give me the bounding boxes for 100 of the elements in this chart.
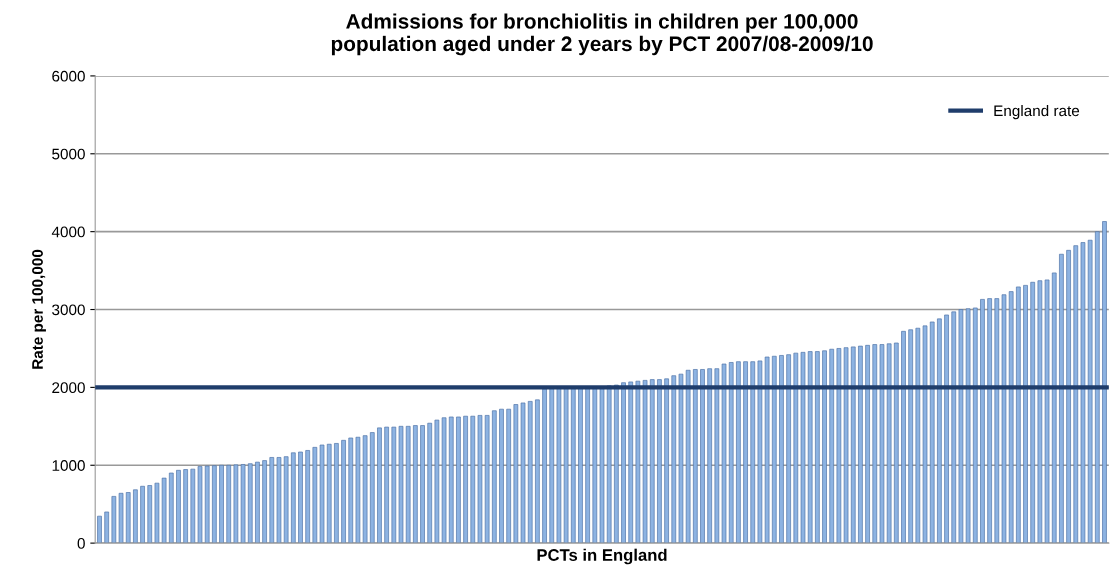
y-tick-label: 6000	[52, 70, 85, 82]
bar	[736, 361, 741, 544]
bar	[420, 425, 425, 544]
bar	[879, 344, 885, 544]
bar	[1008, 291, 1014, 544]
y-axis-title: Rate per 100,000	[32, 249, 46, 369]
bar	[714, 368, 720, 544]
bar	[671, 375, 677, 544]
bar	[707, 368, 712, 544]
bar	[858, 345, 863, 544]
bar	[341, 439, 346, 544]
bar	[929, 321, 935, 544]
chart-title: Admissions for bronchiolitis in children per 100,000 population aged under 2 years by PCT 2007/08-2009/10	[331, 13, 873, 56]
bar	[535, 399, 540, 544]
bar	[542, 388, 547, 544]
bar	[743, 361, 748, 544]
bar	[291, 452, 296, 544]
bar	[413, 425, 418, 544]
bar	[118, 492, 124, 544]
bar	[685, 369, 691, 544]
bar	[922, 325, 928, 544]
bar	[140, 485, 145, 544]
bar	[427, 422, 433, 544]
bar	[599, 386, 605, 544]
bar	[168, 472, 174, 544]
bar	[262, 460, 267, 544]
bar	[822, 350, 827, 544]
bar	[1016, 286, 1021, 544]
bar	[212, 465, 217, 544]
bar	[219, 464, 224, 544]
bar	[104, 511, 110, 544]
bar	[779, 355, 784, 544]
bar	[815, 351, 820, 544]
bar	[980, 299, 985, 544]
bar	[915, 327, 921, 544]
bar	[937, 318, 942, 544]
bar	[893, 342, 899, 544]
bar	[527, 401, 533, 544]
bar	[477, 415, 483, 544]
bar	[678, 373, 684, 544]
bar	[1102, 221, 1107, 544]
bar	[850, 346, 856, 544]
bar	[886, 343, 892, 544]
bar	[793, 352, 799, 544]
bar	[728, 362, 734, 544]
bar	[348, 437, 354, 544]
bar	[492, 410, 497, 544]
y-tick-label: 4000	[51, 226, 85, 238]
bar	[628, 381, 634, 544]
bar	[269, 457, 275, 544]
bar	[97, 515, 102, 544]
bar	[951, 311, 957, 544]
bar	[994, 298, 1000, 544]
bar	[649, 379, 655, 544]
bar	[384, 426, 389, 544]
bar	[377, 427, 382, 544]
y-tick-label: 0	[77, 537, 85, 549]
bar	[391, 426, 397, 544]
bar	[125, 492, 131, 544]
bar	[456, 416, 461, 544]
bar	[1023, 285, 1028, 544]
bar	[1094, 231, 1100, 544]
bar	[204, 465, 210, 544]
bar	[283, 456, 289, 544]
bar	[176, 469, 181, 544]
bar	[470, 415, 476, 544]
y-tick-label: 2000	[52, 382, 85, 394]
y-tick-label: 3000	[52, 304, 85, 316]
bar	[513, 404, 519, 544]
bar	[499, 408, 504, 544]
bar	[448, 416, 454, 544]
bar	[484, 415, 490, 544]
bar	[147, 485, 153, 544]
bar	[226, 464, 232, 544]
bar	[721, 363, 727, 544]
bar	[183, 469, 188, 544]
bar	[944, 314, 949, 544]
bar	[771, 355, 777, 544]
bar	[197, 466, 203, 544]
bar	[800, 352, 806, 544]
bar	[786, 354, 791, 544]
legend-label: England rate	[994, 104, 1080, 120]
bar	[133, 489, 138, 544]
bar	[614, 384, 619, 544]
bar	[549, 387, 555, 544]
bar	[1051, 272, 1057, 544]
bar	[807, 351, 813, 544]
bar	[908, 329, 913, 544]
y-tick-label: 5000	[52, 148, 85, 160]
bar	[247, 463, 253, 544]
bar	[1087, 239, 1093, 544]
bar	[305, 450, 311, 544]
bar	[255, 461, 260, 544]
bar	[463, 415, 468, 544]
bar	[901, 330, 906, 544]
x-axis-title: PCTs in England	[537, 548, 667, 565]
bar	[506, 408, 511, 544]
bar	[190, 468, 196, 544]
bar	[693, 369, 698, 544]
bar	[829, 348, 835, 544]
